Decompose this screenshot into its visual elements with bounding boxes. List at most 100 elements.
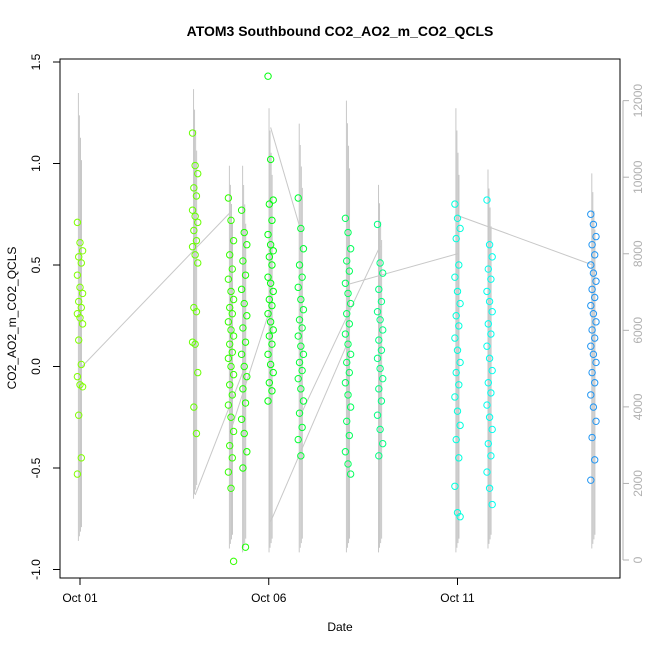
data-point [73, 310, 82, 318]
data-point [589, 403, 598, 411]
y-tick-label: -1.0 [29, 559, 43, 580]
data-point [488, 500, 496, 509]
y2-tick-label: 4000 [631, 393, 645, 420]
data-point [266, 279, 275, 287]
data-point [379, 374, 387, 383]
x-axis-label: Date [327, 620, 353, 634]
data-point [588, 326, 596, 334]
data-point [294, 194, 302, 202]
data-point [346, 245, 355, 253]
data-point [227, 216, 235, 225]
data-point [78, 289, 87, 298]
data-point [375, 385, 383, 393]
data-point [484, 265, 492, 273]
data-point [295, 261, 304, 269]
chart-title: ATOM3 Southbound CO2_AO2_m_CO2_QCLS [187, 23, 494, 39]
data-point [488, 425, 496, 434]
data-point [298, 273, 306, 281]
data-point [266, 155, 275, 164]
data-point [76, 283, 84, 292]
data-point [78, 247, 87, 255]
altitude-connector-line [347, 253, 458, 285]
data-point [243, 448, 251, 456]
data-point [227, 326, 235, 334]
data-point [452, 312, 460, 320]
data-point [298, 423, 306, 432]
data-point [191, 212, 199, 220]
data-point [299, 305, 308, 314]
data-point [297, 452, 305, 460]
data-point [592, 277, 600, 285]
data-point [76, 314, 84, 322]
data-point [268, 261, 276, 269]
data-point [587, 261, 595, 269]
data-point [483, 196, 491, 204]
data-point [73, 372, 82, 381]
data-point [344, 228, 352, 237]
data-point [77, 259, 86, 267]
data-point [451, 393, 459, 401]
x-tick-label: Oct 01 [62, 591, 98, 605]
data-point [591, 251, 599, 259]
data-point [488, 366, 496, 375]
y-tick-label: 0.5 [29, 256, 43, 273]
data-point [297, 295, 305, 304]
data-point [77, 303, 86, 312]
data-point [453, 346, 462, 354]
data-point [266, 318, 275, 326]
data-point [344, 460, 352, 468]
data-point [451, 200, 459, 208]
data-point [224, 468, 233, 476]
data-point [456, 358, 464, 367]
y-axis-label: CO2_AO2_m_CO2_QCLS [5, 247, 19, 390]
data-point [229, 557, 238, 566]
data-point [243, 312, 251, 320]
data-point [453, 407, 462, 415]
data-point [587, 210, 595, 218]
data-point [192, 192, 201, 200]
data-point [241, 338, 250, 346]
data-point [456, 513, 464, 521]
data-point [75, 411, 83, 419]
data-point [591, 293, 599, 302]
data-point [240, 362, 248, 371]
data-point [373, 220, 382, 229]
data-point [589, 220, 598, 229]
data-point [295, 316, 304, 324]
data-point [229, 236, 238, 245]
data-point [241, 543, 250, 551]
data-point [344, 289, 352, 298]
data-point [485, 297, 494, 306]
data-point [194, 259, 202, 267]
data-point [588, 368, 596, 377]
data-point [485, 484, 494, 492]
data-point [483, 287, 491, 296]
y2-tick-label: 12000 [631, 84, 645, 118]
data-point [345, 320, 354, 328]
data-point [344, 391, 352, 399]
data-point [588, 285, 596, 294]
data-point [76, 238, 84, 247]
data-point [487, 389, 495, 397]
data-point [75, 336, 83, 344]
data-point [587, 301, 595, 310]
data-point [77, 454, 86, 462]
data-point [341, 448, 350, 456]
data-point [265, 379, 274, 387]
data-point [488, 307, 496, 316]
data-point [343, 310, 351, 318]
data-point [75, 253, 83, 261]
data-point [379, 439, 387, 448]
data-point [592, 318, 600, 326]
data-point [192, 429, 201, 438]
data-point [191, 161, 199, 170]
data-point [587, 391, 595, 399]
data-point [265, 295, 274, 304]
data-point [190, 403, 198, 411]
altitude-connector-line [457, 215, 594, 266]
data-point [456, 224, 464, 233]
data-point [264, 350, 272, 359]
data-point [190, 184, 198, 192]
data-point [299, 397, 308, 405]
